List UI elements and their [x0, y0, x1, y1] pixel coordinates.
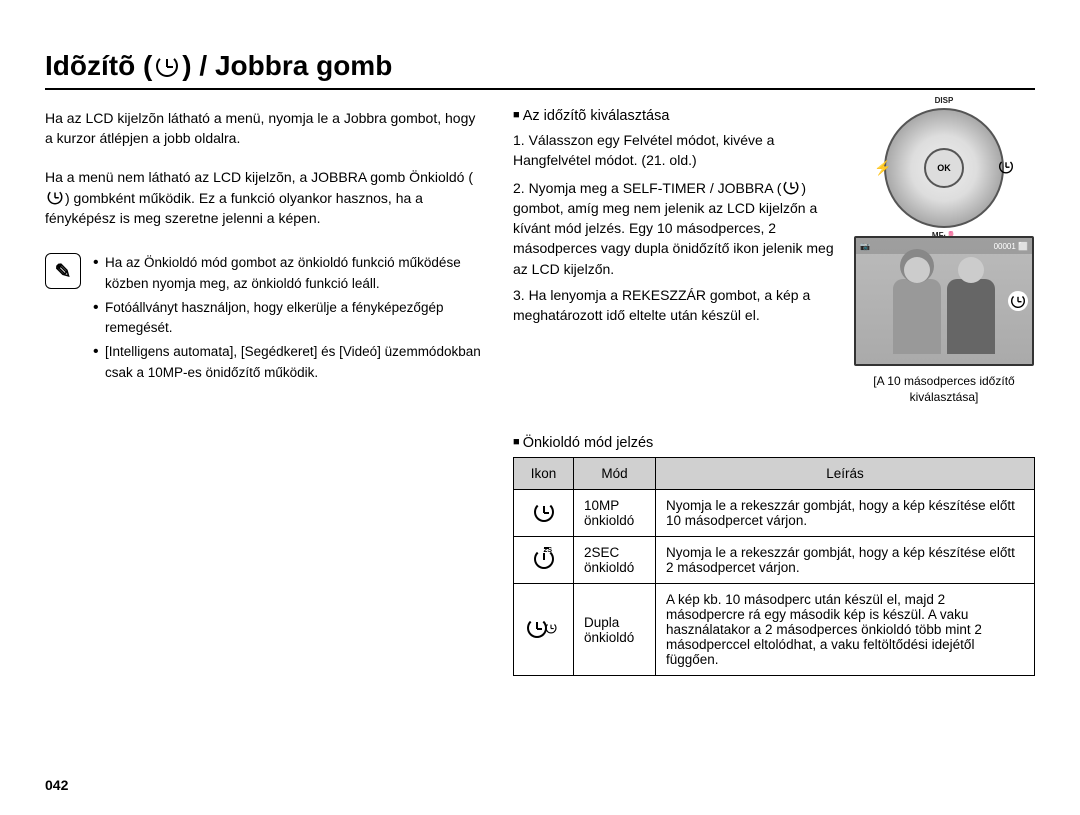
table-row: 2SEC önkioldó Nyomja le a rekeszzár gomb…	[514, 537, 1035, 584]
steps-list: 1. Válasszon egy Felvétel módot, kivéve …	[513, 130, 838, 326]
lcd-caption: [A 10 másodperces időzítő kiválasztása]	[853, 374, 1035, 405]
title-prefix: Idõzítõ (	[45, 50, 152, 82]
lcd-timer-icon	[1008, 291, 1028, 311]
table-row: 10MP önkioldó Nyomja le a rekeszzár gomb…	[514, 490, 1035, 537]
cell-icon	[514, 584, 574, 676]
cell-icon	[514, 490, 574, 537]
title-suffix: ) / Jobbra gomb	[182, 50, 392, 82]
timer-icon	[48, 189, 63, 204]
person-figure	[947, 279, 995, 354]
note-item: Fotóállványt használjon, hogy elkerülje …	[93, 298, 483, 339]
page-title: Idõzítõ ( ) / Jobbra gomb	[45, 50, 1035, 82]
visual-column: DISP MF·🌷 ⚡ OK 📷00001 ⬜ [A 10 másodperce…	[853, 108, 1035, 405]
left-column: Ha az LCD kijelzõn látható a menü, nyomj…	[45, 108, 483, 676]
person-figure	[893, 279, 941, 354]
note-list: Ha az Önkioldó mód gombot az önkioldó fu…	[93, 253, 483, 387]
cell-desc: Nyomja le a rekeszzár gombját, hogy a ké…	[656, 490, 1035, 537]
cell-desc: Nyomja le a rekeszzár gombját, hogy a ké…	[656, 537, 1035, 584]
table-row: Dupla önkioldó A kép kb. 10 másodperc ut…	[514, 584, 1035, 676]
table-header-row: Ikon Mód Leírás	[514, 458, 1035, 490]
step-1: 1. Válasszon egy Felvétel módot, kivéve …	[513, 130, 838, 171]
note-box: ✎ Ha az Önkioldó mód gombot az önkioldó …	[45, 253, 483, 387]
cell-mode: 10MP önkioldó	[574, 490, 656, 537]
cell-mode: 2SEC önkioldó	[574, 537, 656, 584]
mode-table: Ikon Mód Leírás 10MP önkioldó Nyomja le …	[513, 457, 1035, 676]
cell-icon	[514, 537, 574, 584]
content: Ha az LCD kijelzõn látható a menü, nyomj…	[45, 108, 1035, 676]
intro-para-1: Ha az LCD kijelzõn látható a menü, nyomj…	[45, 108, 483, 149]
select-section: Az időzítõ kiválasztása 1. Válasszon egy…	[513, 108, 1035, 405]
control-dial: DISP MF·🌷 ⚡ OK	[884, 108, 1004, 228]
col-icon: Ikon	[514, 458, 574, 490]
timer-icon	[784, 179, 799, 194]
dial-ok: OK	[924, 148, 964, 188]
step-2: 2. Nyomja meg a SELF-TIMER / JOBBRA () g…	[513, 177, 838, 279]
page-header: Idõzítõ ( ) / Jobbra gomb	[45, 50, 1035, 90]
section-label: Önkioldó mód jelzés	[513, 435, 1035, 451]
page-number: 042	[45, 777, 68, 793]
timer-icon	[156, 55, 178, 77]
intro-para-2: Ha a menü nem látható az LCD kijelzõn, a…	[45, 167, 483, 229]
step-3: 3. Ha lenyomja a REKESZZÁR gombot, a kép…	[513, 285, 838, 326]
steps-column: Az időzítõ kiválasztása 1. Válasszon egy…	[513, 108, 838, 405]
col-mode: Mód	[574, 458, 656, 490]
flash-icon: ⚡	[874, 160, 891, 177]
note-item: Ha az Önkioldó mód gombot az önkioldó fu…	[93, 253, 483, 294]
note-item: [Intelligens automata], [Segédkeret] és …	[93, 342, 483, 383]
lcd-preview: 📷00001 ⬜	[854, 236, 1034, 366]
col-desc: Leírás	[656, 458, 1035, 490]
note-icon: ✎	[45, 253, 81, 289]
cell-desc: A kép kb. 10 másodperc után készül el, m…	[656, 584, 1035, 676]
right-column: Az időzítõ kiválasztása 1. Válasszon egy…	[513, 108, 1035, 676]
lcd-topbar: 📷00001 ⬜	[856, 238, 1032, 254]
cell-mode: Dupla önkioldó	[574, 584, 656, 676]
dial-label-top: DISP	[935, 96, 954, 105]
timer-icon	[996, 157, 1016, 180]
mode-table-section: Önkioldó mód jelzés Ikon Mód Leírás 10MP…	[513, 435, 1035, 676]
section-label: Az időzítõ kiválasztása	[513, 108, 838, 124]
